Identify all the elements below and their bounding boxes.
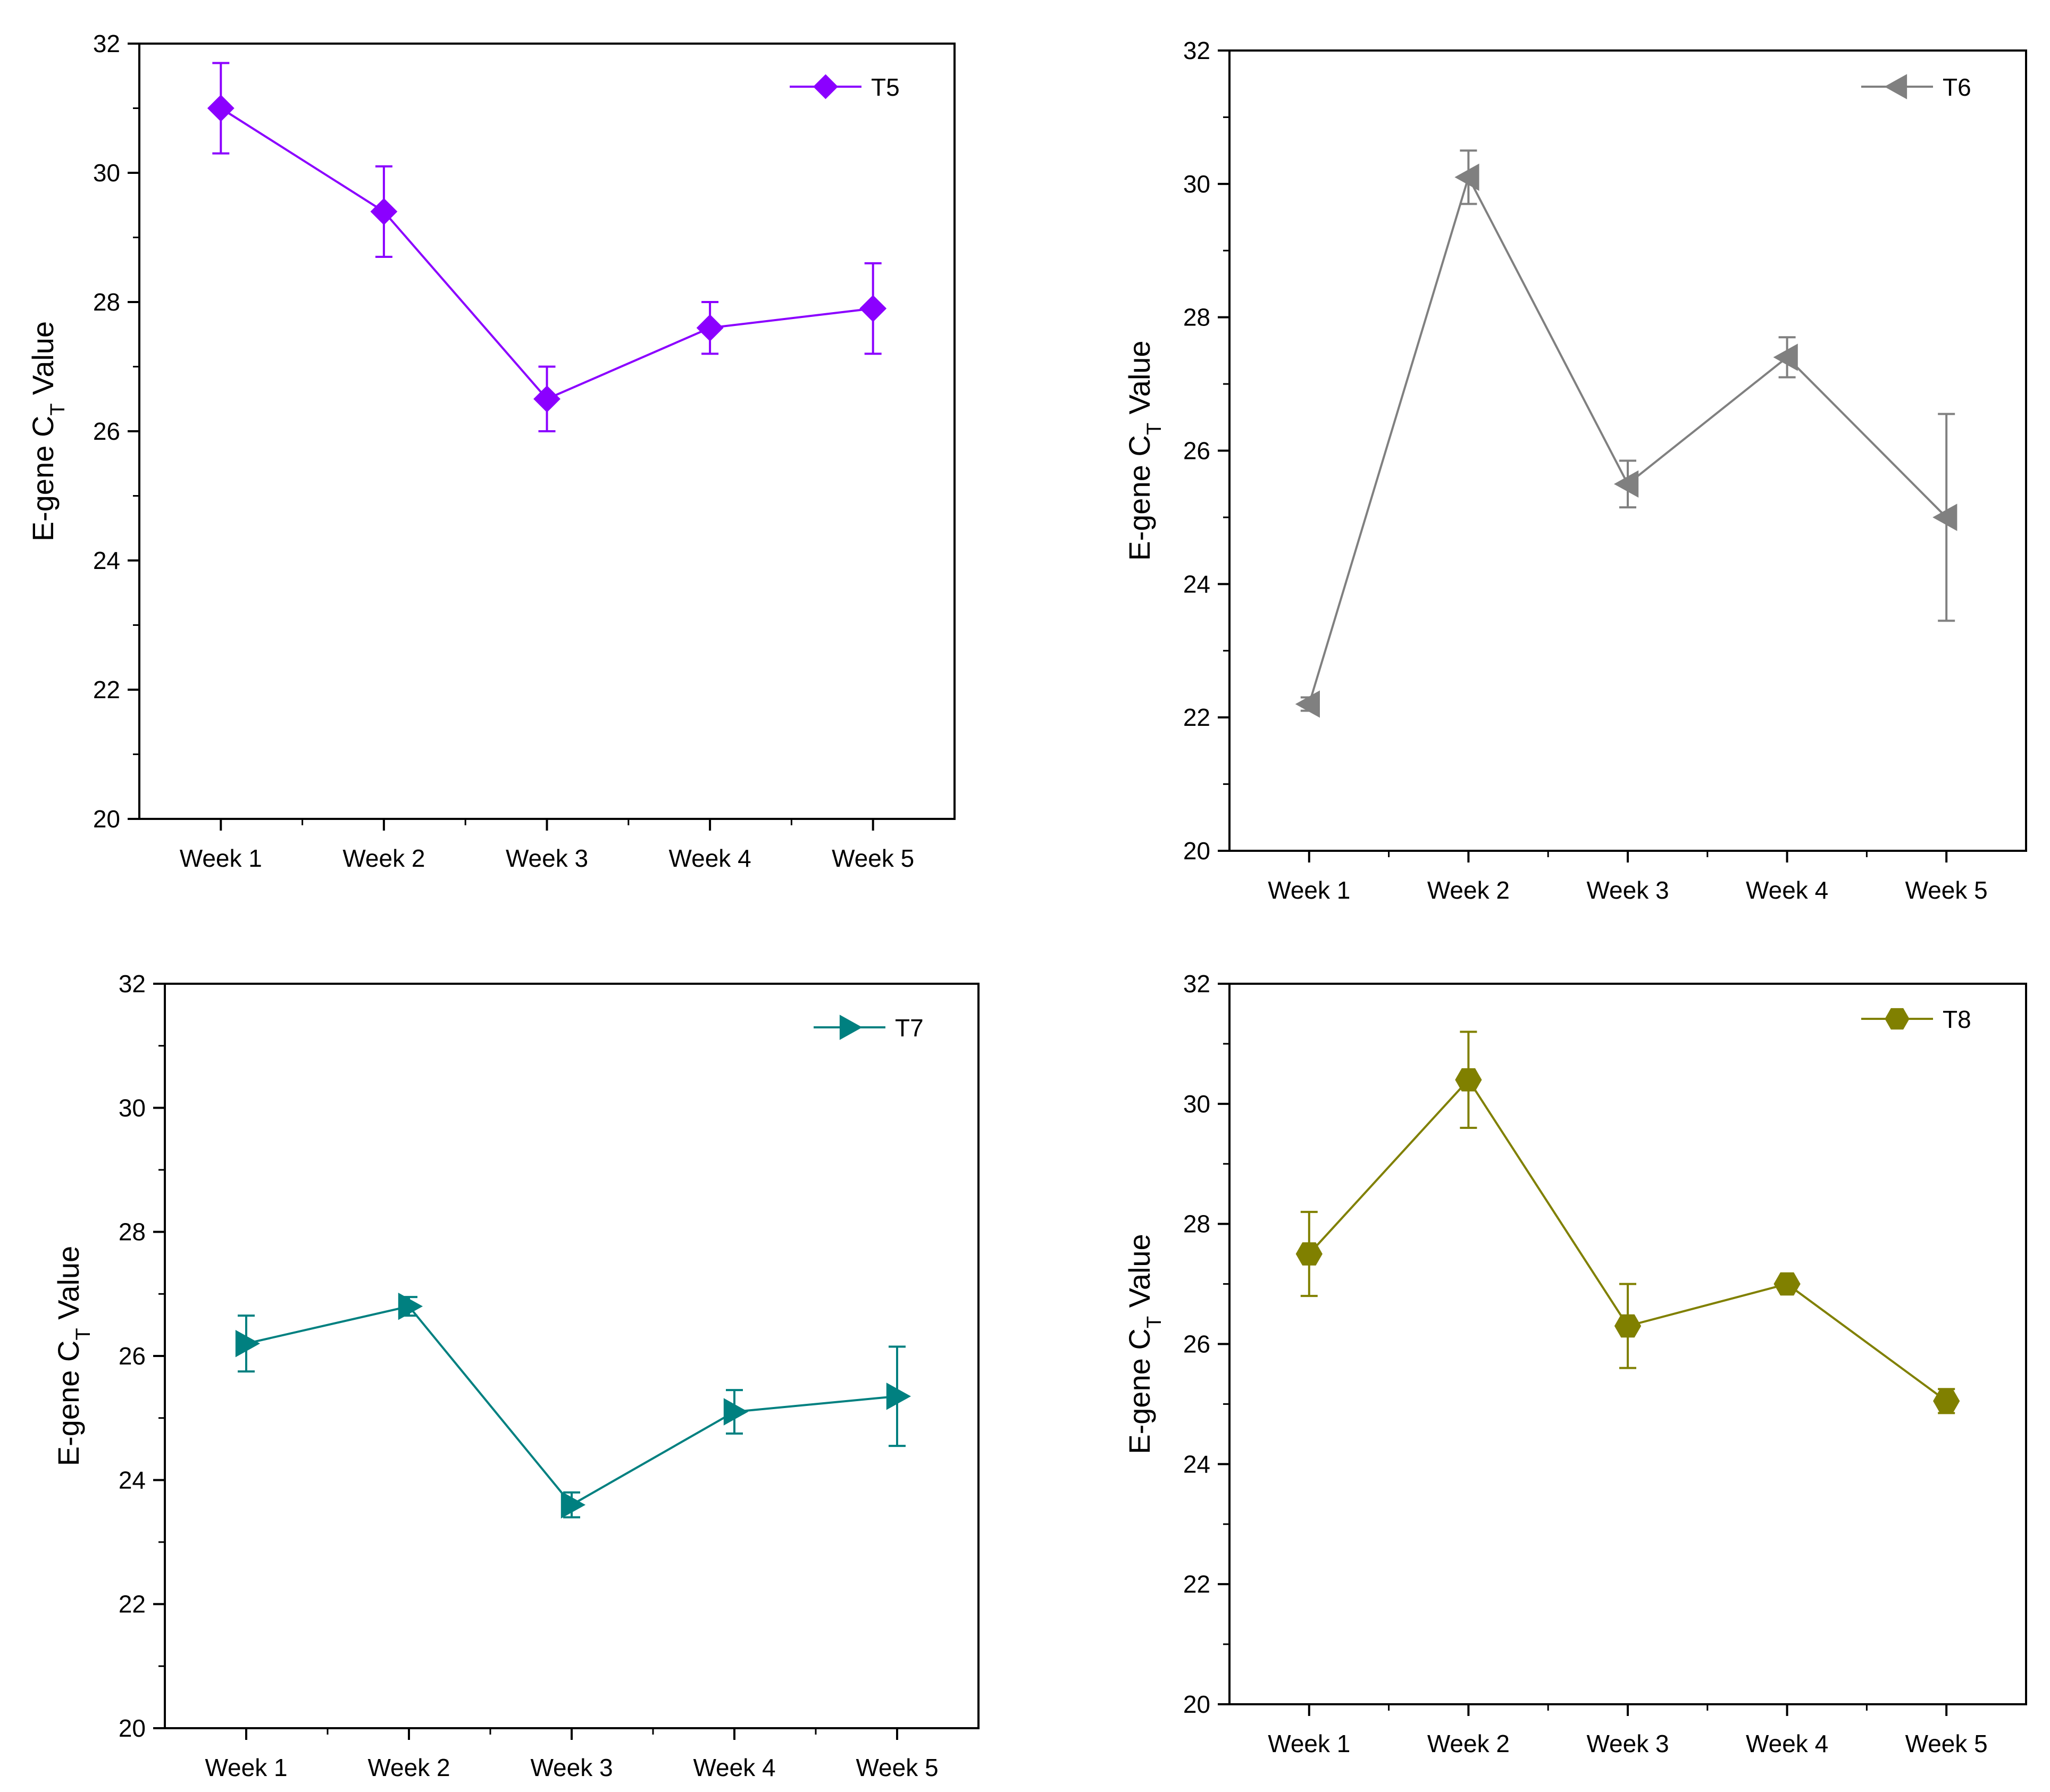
chart-panel-top-right: 20 22 24 26 28 30 32 Week 1 Week 2 Week 3 Week 4 We… — [1123, 37, 2026, 904]
plot-frame — [165, 984, 978, 1728]
data-point — [208, 96, 233, 121]
legend-marker — [1886, 1009, 1909, 1029]
legend-marker — [840, 1016, 861, 1039]
data-point — [1615, 471, 1638, 497]
x-tick-label: Week 5 — [1905, 876, 1988, 904]
data-point — [1296, 1243, 1322, 1265]
x-tick-label: Week 1 — [205, 1754, 287, 1781]
y-tick-label: 26 — [119, 1342, 146, 1370]
legend-label: T5 — [871, 73, 900, 101]
legend-label: T7 — [895, 1014, 924, 1042]
legend-marker — [814, 75, 838, 98]
data-point — [724, 1399, 747, 1425]
series-line-T6 — [1309, 177, 1946, 704]
x-tick-label: Week 2 — [342, 844, 425, 872]
y-tick-label: 22 — [1183, 704, 1210, 731]
x-tick-label: Week 4 — [669, 844, 751, 872]
x-tick-label: Week 4 — [693, 1754, 775, 1781]
y-tick-label: 22 — [1183, 1570, 1210, 1598]
y-tick-label: 26 — [93, 417, 120, 445]
chart-figure: 20 22 24 26 28 30 32 Week 1 Week 2 Week 3 Week 4 We… — [0, 0, 2050, 1792]
x-tick-label: Week 4 — [1746, 1730, 1828, 1757]
y-tick-label: 24 — [119, 1466, 146, 1494]
y-tick-label: 26 — [1183, 1330, 1210, 1358]
y-tick-label: 28 — [1183, 304, 1210, 331]
y-tick-label: 30 — [1183, 170, 1210, 198]
x-tick-label: Week 1 — [1268, 1730, 1350, 1757]
y-axis-title: E-gene CT Value — [52, 1246, 95, 1466]
y-tick-label: 28 — [119, 1218, 146, 1246]
data-point — [887, 1384, 910, 1409]
x-tick-label: Week 5 — [1905, 1730, 1988, 1757]
series-line-T5 — [221, 108, 873, 399]
y-tick-label: 26 — [1183, 437, 1210, 465]
chart-panel-top-left: 20 22 24 26 28 30 32 Week 1 Week 2 Week 3 Week 4 We… — [26, 30, 955, 872]
x-tick-label: Week 5 — [856, 1754, 938, 1781]
data-point — [697, 315, 723, 341]
legend-label: T8 — [1943, 1006, 1971, 1033]
legend-label: T6 — [1943, 73, 1971, 101]
y-tick-label: 28 — [1183, 1210, 1210, 1238]
x-tick-label: Week 3 — [530, 1754, 613, 1781]
y-tick-label: 24 — [1183, 570, 1210, 598]
y-tick-label: 32 — [1183, 970, 1210, 998]
data-point — [1455, 1069, 1481, 1091]
y-tick-label: 32 — [119, 970, 146, 998]
y-tick-label: 28 — [93, 288, 120, 316]
x-tick-label: Week 2 — [367, 1754, 450, 1781]
x-tick-label: Week 3 — [1586, 1730, 1669, 1757]
legend-marker — [1886, 75, 1907, 98]
y-tick-label: 22 — [119, 1590, 146, 1618]
x-tick-label: Week 4 — [1746, 876, 1828, 904]
y-tick-label: 22 — [93, 676, 120, 704]
data-point — [1615, 1315, 1641, 1337]
y-tick-label: 20 — [93, 805, 120, 833]
y-tick-label: 24 — [93, 547, 120, 574]
plot-frame — [1229, 51, 2026, 851]
series-line-T7 — [246, 1307, 897, 1505]
x-tick-label: Week 5 — [832, 844, 914, 872]
chart-panel-bottom-left: 20 22 24 26 28 30 32 Week 1 Week 2 Week 3 Week 4 We… — [52, 970, 978, 1781]
y-tick-label: 20 — [1183, 1690, 1210, 1718]
y-tick-label: 20 — [1183, 837, 1210, 865]
data-point — [1455, 164, 1478, 190]
x-tick-label: Week 1 — [1268, 876, 1350, 904]
y-axis-title: E-gene CT Value — [26, 321, 69, 541]
x-tick-label: Week 3 — [506, 844, 588, 872]
data-point — [1296, 691, 1319, 717]
y-tick-label: 30 — [119, 1094, 146, 1121]
y-tick-label: 32 — [1183, 37, 1210, 64]
y-tick-label: 30 — [1183, 1090, 1210, 1118]
data-point — [860, 296, 886, 321]
chart-panel-bottom-right: 20 22 24 26 28 30 32 Week 1 Week 2 Week 3 Week 4 We… — [1123, 970, 2026, 1757]
y-axis-title: E-gene CT Value — [1123, 1234, 1166, 1454]
y-tick-label: 24 — [1183, 1450, 1210, 1478]
x-tick-label: Week 3 — [1586, 876, 1669, 904]
y-tick-label: 30 — [93, 159, 120, 187]
y-tick-label: 32 — [93, 30, 120, 57]
y-tick-label: 20 — [119, 1714, 146, 1742]
data-point — [236, 1331, 259, 1356]
x-tick-label: Week 2 — [1427, 1730, 1510, 1757]
data-point — [562, 1492, 584, 1518]
data-point — [1775, 345, 1797, 370]
y-axis-title: E-gene CT Value — [1123, 340, 1166, 560]
x-tick-label: Week 2 — [1427, 876, 1510, 904]
x-tick-label: Week 1 — [180, 844, 262, 872]
